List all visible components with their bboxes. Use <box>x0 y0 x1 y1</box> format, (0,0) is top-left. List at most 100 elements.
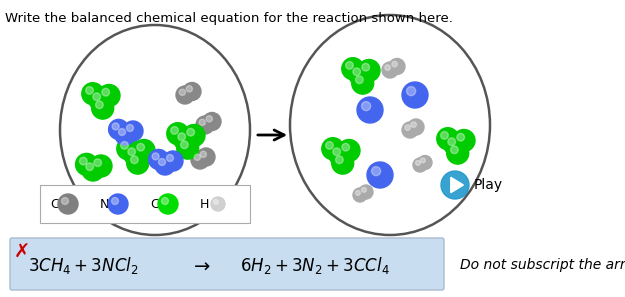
Circle shape <box>124 144 146 166</box>
Circle shape <box>128 148 136 156</box>
Circle shape <box>155 155 175 175</box>
Circle shape <box>406 86 416 96</box>
Circle shape <box>408 119 424 135</box>
Circle shape <box>92 97 114 119</box>
Circle shape <box>418 156 432 170</box>
Circle shape <box>186 86 192 92</box>
FancyBboxPatch shape <box>40 185 250 223</box>
Circle shape <box>382 62 398 78</box>
Circle shape <box>174 129 196 151</box>
Circle shape <box>117 138 139 160</box>
Circle shape <box>166 154 174 162</box>
Circle shape <box>197 148 215 166</box>
Circle shape <box>402 82 428 108</box>
Circle shape <box>413 158 427 172</box>
Circle shape <box>161 198 169 205</box>
Circle shape <box>158 194 178 214</box>
Circle shape <box>362 63 369 71</box>
Circle shape <box>211 197 225 211</box>
Circle shape <box>353 68 361 75</box>
Circle shape <box>203 113 221 130</box>
Text: Play: Play <box>474 178 503 192</box>
Circle shape <box>392 61 398 67</box>
Text: H: H <box>200 198 209 211</box>
Circle shape <box>411 122 416 127</box>
Circle shape <box>111 198 119 205</box>
Circle shape <box>333 148 341 156</box>
Circle shape <box>58 194 78 214</box>
Circle shape <box>200 151 206 157</box>
Circle shape <box>346 61 353 69</box>
Circle shape <box>332 152 354 174</box>
Circle shape <box>133 140 155 162</box>
Circle shape <box>444 134 466 156</box>
Circle shape <box>176 86 194 104</box>
Circle shape <box>183 124 205 146</box>
Circle shape <box>453 129 475 151</box>
Circle shape <box>86 86 93 94</box>
Circle shape <box>437 128 459 150</box>
Circle shape <box>358 59 380 81</box>
Circle shape <box>421 158 426 163</box>
Circle shape <box>361 102 371 111</box>
Circle shape <box>94 159 101 167</box>
Circle shape <box>109 119 129 139</box>
Circle shape <box>353 188 367 202</box>
Circle shape <box>79 157 87 165</box>
Circle shape <box>96 101 103 109</box>
Circle shape <box>441 132 448 139</box>
Circle shape <box>102 88 109 96</box>
Circle shape <box>199 119 206 125</box>
Circle shape <box>356 76 363 84</box>
Circle shape <box>447 142 469 164</box>
Circle shape <box>214 200 218 204</box>
Circle shape <box>149 149 169 169</box>
Circle shape <box>196 116 214 134</box>
Text: $\rightarrow$: $\rightarrow$ <box>190 255 211 274</box>
Circle shape <box>112 123 119 130</box>
Circle shape <box>342 143 349 151</box>
Circle shape <box>359 185 373 199</box>
Circle shape <box>90 155 112 177</box>
Circle shape <box>402 122 418 138</box>
Circle shape <box>326 142 333 149</box>
Circle shape <box>126 124 134 132</box>
Circle shape <box>349 64 371 86</box>
Circle shape <box>405 125 411 130</box>
Circle shape <box>177 137 199 159</box>
Circle shape <box>167 123 189 145</box>
Circle shape <box>89 89 111 111</box>
Text: Do not subscript the arrow.: Do not subscript the arrow. <box>460 258 625 272</box>
Circle shape <box>206 116 212 122</box>
Circle shape <box>123 121 143 141</box>
Circle shape <box>159 159 166 165</box>
Circle shape <box>451 146 458 154</box>
Circle shape <box>131 156 138 164</box>
Circle shape <box>61 198 69 205</box>
Circle shape <box>342 58 364 80</box>
Text: Write the balanced chemical equation for the reaction shown here.: Write the balanced chemical equation for… <box>5 12 453 25</box>
Circle shape <box>448 138 456 146</box>
Circle shape <box>338 140 360 162</box>
Circle shape <box>93 93 101 101</box>
Circle shape <box>367 162 393 188</box>
Circle shape <box>389 59 405 75</box>
Circle shape <box>76 153 98 176</box>
Circle shape <box>178 133 186 140</box>
Circle shape <box>385 65 391 70</box>
Text: N: N <box>100 198 109 211</box>
Circle shape <box>357 97 383 123</box>
Circle shape <box>171 127 178 134</box>
Circle shape <box>183 83 201 100</box>
FancyBboxPatch shape <box>10 238 444 290</box>
Circle shape <box>179 89 186 95</box>
Circle shape <box>322 138 344 160</box>
Circle shape <box>98 85 120 107</box>
Circle shape <box>187 128 194 136</box>
Circle shape <box>457 133 464 141</box>
Circle shape <box>352 72 374 94</box>
Circle shape <box>191 151 209 169</box>
Circle shape <box>115 125 135 145</box>
Text: C: C <box>50 198 59 211</box>
Polygon shape <box>451 177 463 193</box>
